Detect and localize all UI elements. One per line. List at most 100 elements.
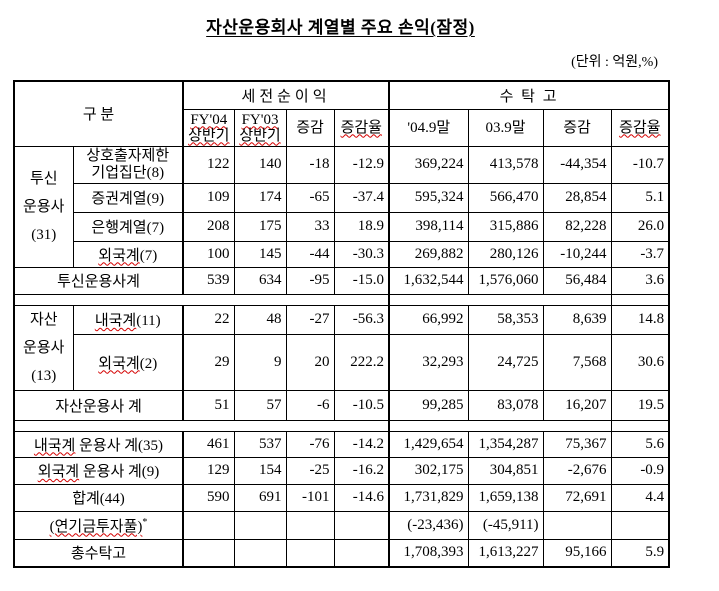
value-cell: 14.8 — [610, 304, 670, 335]
row-label-cell: 외국계(2) — [72, 333, 184, 391]
value-cell: -27 — [285, 304, 335, 335]
value-cell: 222.2 — [333, 333, 390, 391]
row-label: (연기금투자풀) — [49, 518, 143, 535]
row-label: (11) — [136, 313, 161, 329]
value-cell: 58,353 — [467, 304, 544, 335]
value-cell: 413,578 — [467, 145, 544, 184]
value-cell: 16,207 — [542, 389, 612, 421]
value-cell: 5.1 — [610, 182, 670, 213]
value-cell: 280,126 — [467, 240, 544, 268]
value-cell: 29 — [182, 333, 235, 391]
value-cell: 66,992 — [388, 304, 469, 335]
group-label-line: 운용사 — [23, 198, 65, 215]
value-cell: -14.2 — [333, 430, 390, 458]
value-cell: 99,285 — [388, 389, 469, 421]
value-cell: 8,639 — [542, 304, 612, 335]
group-label-line: 투신 — [29, 170, 58, 187]
value-cell: -10,244 — [542, 240, 612, 268]
spacer-cell — [13, 293, 390, 306]
header-row-columns: FY'04 상반기 FY'03 상반기 증감 증감율 '04.9말 03.9말 증감… — [14, 108, 670, 147]
row-bank-affiliated: 은행계열(7) 208 175 33 18.9 398,114 315,886 … — [14, 211, 670, 242]
page-title: 자산운용회사 계열별 주요 손익(잠정) — [206, 18, 475, 37]
value-cell: -95 — [285, 266, 335, 295]
unit-note: (단위 : 억원,%) — [571, 55, 658, 70]
group-label-line: (31) — [31, 226, 57, 243]
value-cell: 129 — [182, 456, 235, 485]
value-cell: -56.3 — [333, 304, 390, 335]
row-amc-total: 자산운용사 계 51 57 -6 -10.5 99,285 83,078 16,… — [13, 389, 670, 421]
value-cell: -65 — [285, 182, 335, 213]
row-label-cell: 투신운용사계 — [13, 266, 184, 295]
value-cell: -0.9 — [610, 456, 670, 485]
value-cell: 30.6 — [610, 333, 670, 391]
row-label-cell: 외국계(7) — [72, 240, 184, 268]
value-cell: 57 — [233, 389, 287, 421]
row-label-cell: 외국계 운용사 계(9) — [13, 456, 184, 485]
row-grand-total: 합계(44) 590 691 -101 -14.6 1,731,829 1,65… — [13, 483, 670, 512]
value-cell: -25 — [285, 456, 335, 485]
value-cell: 315,886 — [467, 211, 544, 242]
value-cell: 539 — [182, 266, 235, 295]
value-cell: 3.6 — [610, 266, 670, 295]
row-label: 내국계 — [33, 437, 76, 454]
row-label-cell: 합계(44) — [13, 483, 184, 512]
value-cell: 18.9 — [333, 211, 390, 242]
value-cell: 9 — [233, 333, 287, 391]
value-cell: 269,882 — [388, 240, 469, 268]
row-securities-affiliated: 증권계열(9) 109 174 -65 -37.4 595,324 566,47… — [14, 182, 670, 213]
value-cell: 1,731,829 — [388, 483, 469, 512]
value-cell — [182, 510, 235, 540]
value-cell: 304,851 — [467, 456, 544, 485]
value-cell: 302,175 — [388, 456, 469, 485]
col-header-fy04-h1: FY'04 상반기 — [182, 108, 235, 147]
value-cell: 1,632,544 — [388, 266, 469, 295]
value-cell: 72,691 — [542, 483, 612, 512]
value-cell: 369,224 — [388, 145, 469, 184]
row-label: 외국계 — [98, 247, 140, 264]
value-cell: 461 — [182, 430, 235, 458]
row-foreign-mgmt-total: 외국계 운용사 계(9) 129 154 -25 -16.2 302,175 3… — [13, 456, 670, 485]
value-cell: 566,470 — [467, 182, 544, 213]
corner-header: 구 분 — [13, 80, 184, 147]
row-mutual-restricted-group: 투신 운용사 (31) 상호출자제한 기업집단(8) 122 140 -18 -12.… — [13, 145, 670, 268]
value-cell: -30.3 — [333, 240, 390, 268]
group-label-line: 자산 — [29, 311, 58, 328]
spacer-cell — [388, 419, 612, 432]
spacer-cell — [388, 293, 612, 306]
row-label-cell: 상호출자제한 기업집단(8) — [72, 145, 184, 184]
value-cell: 83,078 — [467, 389, 544, 421]
document-page: 자산운용회사 계열별 주요 손익(잠정) (단위 : 억원,%) 구 분 세전순… — [0, 13, 719, 591]
value-cell: 1,354,287 — [467, 430, 544, 458]
row-label: 외국계 — [98, 355, 140, 372]
value-cell: -37.4 — [333, 182, 390, 213]
main-table: 구 분 세전순이익 수 탁 고 FY'04 상반기 FY'03 상반기 증감 증감율… — [13, 80, 671, 568]
value-cell: 109 — [182, 182, 235, 213]
row-domestic-mgmt-total: 내국계 운용사 계(35) 461 537 -76 -14.2 1,429,65… — [13, 430, 670, 458]
value-cell: 398,114 — [388, 211, 469, 242]
value-cell: 51 — [182, 389, 235, 421]
col-header-end-sep04: '04.9말 — [388, 108, 469, 147]
value-cell: 1,429,654 — [388, 430, 469, 458]
row-label: 상호출자제한 — [86, 147, 170, 164]
value-cell: 174 — [233, 182, 287, 213]
spacer-cell — [610, 419, 670, 432]
value-cell: 175 — [233, 211, 287, 242]
row-label: 운용사 계(35) — [75, 437, 164, 454]
col-header-text: 증감율 — [619, 119, 661, 136]
value-cell — [233, 538, 287, 568]
value-cell: 1,659,138 — [467, 483, 544, 512]
value-cell: -12.9 — [333, 145, 390, 184]
row-label: 내국계 — [94, 313, 137, 329]
value-cell: 100 — [182, 240, 235, 268]
value-cell: 590 — [182, 483, 235, 512]
value-cell: (-23,436) — [388, 510, 469, 540]
value-cell: 28,854 — [542, 182, 612, 213]
group-label-line: (13) — [31, 367, 57, 384]
col-header-text: 상반기 — [239, 127, 281, 144]
value-cell: -76 — [285, 430, 335, 458]
value-cell — [233, 510, 287, 540]
value-cell: 48 — [233, 304, 287, 335]
value-cell: 5.9 — [610, 538, 670, 568]
value-cell: -16.2 — [333, 456, 390, 485]
row-pension-pool: (연기금투자풀)* (-23,436) (-45,911) — [13, 510, 670, 540]
